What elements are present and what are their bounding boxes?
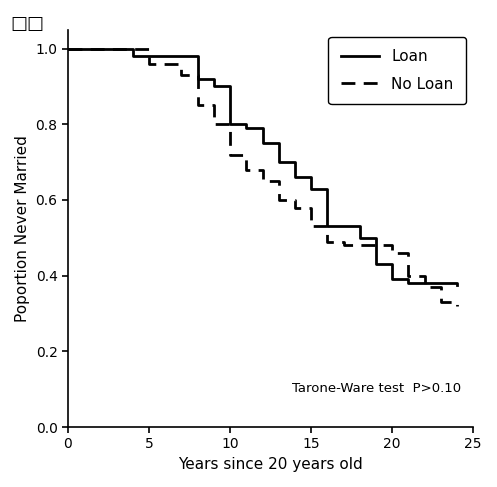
Loan [276, 159, 282, 165]
Loan [357, 235, 363, 241]
No Loan [276, 178, 282, 184]
No Loan [146, 61, 152, 67]
Loan [373, 235, 379, 241]
No Loan [178, 61, 184, 67]
Loan [65, 46, 71, 52]
No Loan [146, 46, 152, 52]
No Loan [211, 121, 217, 127]
No Loan [421, 273, 427, 279]
Loan [454, 281, 460, 286]
Loan [244, 125, 249, 131]
No Loan [244, 151, 249, 157]
No Loan [406, 250, 412, 256]
Loan [292, 159, 298, 165]
Loan [373, 262, 379, 267]
No Loan [259, 178, 265, 184]
No Loan [244, 167, 249, 172]
No Loan [421, 284, 427, 290]
No Loan [325, 239, 331, 244]
No Loan [325, 224, 331, 229]
No Loan [438, 284, 444, 290]
No Loan [178, 72, 184, 78]
X-axis label: Years since 20 years old: Years since 20 years old [178, 457, 363, 472]
No Loan [454, 299, 460, 305]
Loan [389, 262, 395, 267]
Loan [259, 140, 265, 146]
Loan [227, 83, 233, 89]
No Loan [195, 72, 201, 78]
No Loan [340, 243, 346, 248]
No Loan [406, 273, 412, 279]
Loan [227, 121, 233, 127]
No Loan [292, 197, 298, 203]
No Loan [389, 250, 395, 256]
Text: Tarone-Ware test  P>0.10: Tarone-Ware test P>0.10 [292, 382, 461, 395]
No Loan [389, 243, 395, 248]
Loan [211, 76, 217, 82]
Loan [244, 121, 249, 127]
Loan [406, 281, 412, 286]
No Loan [308, 224, 314, 229]
No Loan [454, 303, 460, 309]
Line: Loan: Loan [68, 49, 457, 285]
Loan [259, 125, 265, 131]
Loan [325, 186, 331, 191]
Loan [308, 174, 314, 180]
No Loan [340, 239, 346, 244]
Line: No Loan: No Loan [68, 49, 457, 306]
Y-axis label: Poportion Never Married: Poportion Never Married [15, 135, 30, 322]
Text: □□: □□ [10, 15, 44, 33]
Legend: Loan, No Loan: Loan, No Loan [329, 37, 466, 104]
Loan [276, 140, 282, 146]
Loan [308, 186, 314, 191]
No Loan [438, 299, 444, 305]
No Loan [65, 46, 71, 52]
Loan [454, 282, 460, 288]
No Loan [195, 102, 201, 108]
No Loan [276, 197, 282, 203]
Loan [195, 76, 201, 82]
No Loan [227, 121, 233, 127]
Loan [325, 224, 331, 229]
Loan [406, 277, 412, 282]
No Loan [211, 102, 217, 108]
No Loan [292, 205, 298, 210]
Loan [292, 174, 298, 180]
No Loan [227, 151, 233, 157]
No Loan [308, 205, 314, 210]
Loan [130, 46, 136, 52]
No Loan [259, 167, 265, 172]
Loan [211, 83, 217, 89]
Loan [195, 53, 201, 59]
Loan [389, 277, 395, 282]
Loan [357, 224, 363, 229]
Loan [130, 53, 136, 59]
